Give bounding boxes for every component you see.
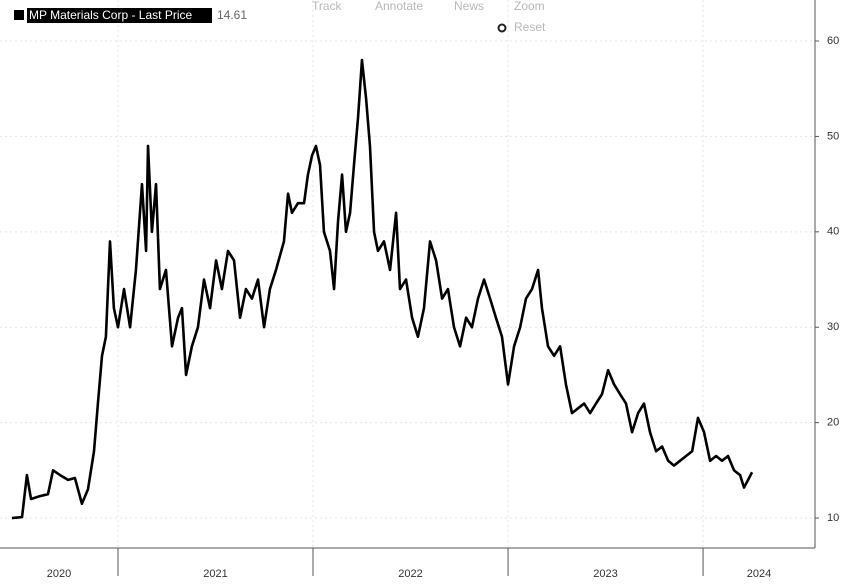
x-tick-label: 2020 [47,568,71,580]
x-tick-label: 2022 [398,568,422,580]
tool-zoom[interactable]: Zoom [514,0,545,13]
x-tick-label: 2023 [593,568,617,580]
tool-track[interactable]: Track [312,0,343,13]
legend-last-price: 14.61 [217,8,247,22]
price-line [11,58,754,520]
toolbar: Track Annotate News Zoom Reset [312,0,546,34]
y-tick-label: 40 [827,226,839,238]
tool-reset[interactable]: Reset [514,20,546,34]
y-tick-label: 10 [827,512,839,524]
legend: MP Materials Corp - Last Price 14.61 [14,8,247,23]
y-tick-label: 50 [827,130,839,142]
x-tick-label: 2024 [747,568,771,580]
y-tick-label: 30 [827,321,839,333]
y-tick-label: 20 [827,417,839,429]
tool-news[interactable]: News [454,0,484,13]
x-tick-label: 2021 [203,568,227,580]
reset-icon[interactable] [497,23,507,33]
legend-label: MP Materials Corp - Last Price [29,8,192,22]
legend-highlight [27,8,212,23]
tool-annotate[interactable]: Annotate [375,0,423,13]
y-tick-label: 60 [827,35,839,47]
legend-swatch [14,10,24,20]
